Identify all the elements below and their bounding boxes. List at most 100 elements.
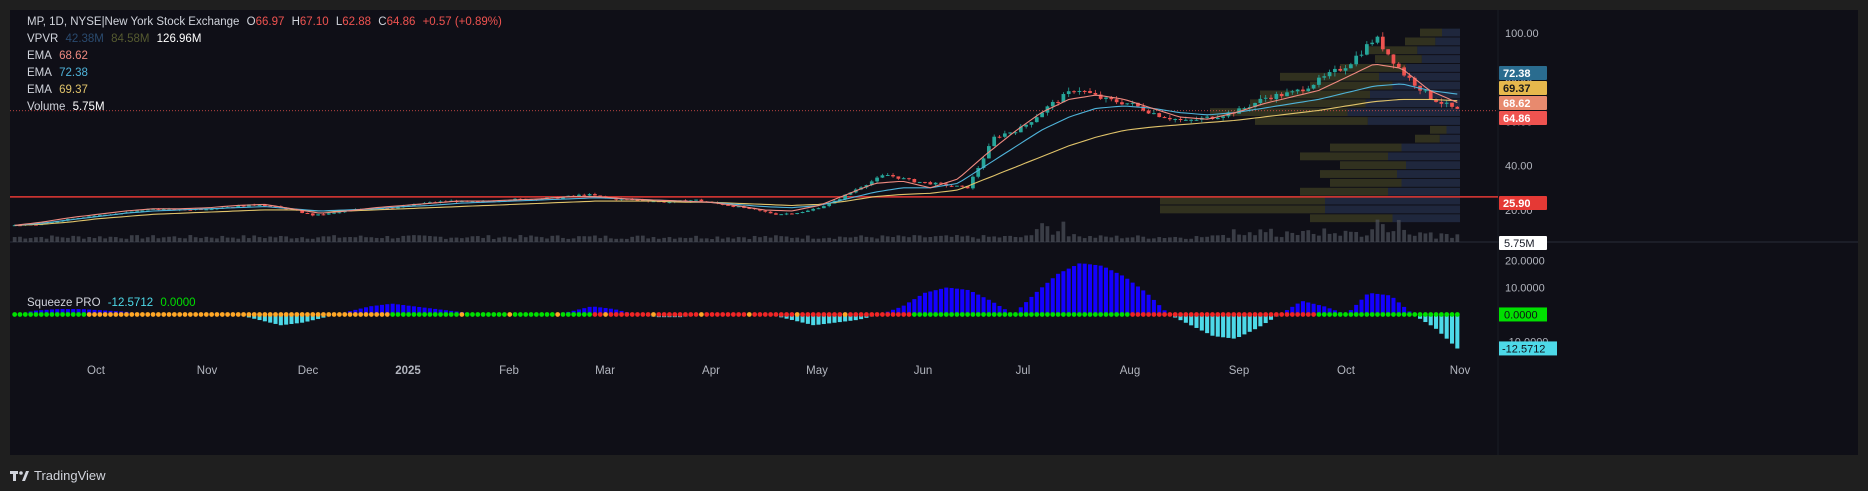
squeeze-dot — [986, 312, 992, 317]
volume-bar — [853, 236, 858, 242]
volume-bar — [816, 238, 821, 242]
squeeze-bar — [949, 288, 954, 315]
volume-bar — [1056, 231, 1060, 242]
volume-bar — [390, 238, 395, 242]
squeeze-dot — [736, 312, 742, 317]
ema-mid-legend[interactable]: EMA 72.38 — [27, 65, 92, 82]
brand-name[interactable]: TradingView — [34, 467, 106, 483]
squeeze-dot — [672, 312, 678, 317]
symbol-title[interactable]: MP, 1D, NYSE|New York Stock Exchange — [27, 16, 240, 28]
squeeze-bar — [1215, 314, 1220, 337]
volume-bar — [438, 236, 443, 242]
squeeze-bar — [369, 306, 374, 315]
squeeze-dot — [299, 312, 305, 317]
volume-bar — [39, 236, 44, 242]
squeeze-dot — [1337, 312, 1343, 317]
candle-body — [34, 224, 38, 226]
squeeze-dot — [544, 312, 550, 317]
chart-area[interactable]: 100.0080.0060.0040.0020.0072.3869.3768.6… — [10, 10, 1858, 455]
volume-bar — [252, 235, 257, 242]
squeeze-dot — [949, 312, 954, 317]
volume-bar — [545, 238, 549, 242]
squeeze-dot — [714, 312, 720, 317]
volume-bar — [236, 238, 241, 242]
volume-bar — [273, 237, 278, 242]
vpvr-legend[interactable]: VPVR 42.38M 84.58M 126.96M — [27, 31, 205, 48]
volume-bar — [1168, 237, 1172, 242]
volume-legend[interactable]: Volume 5.75M — [27, 99, 109, 116]
candle-body — [795, 213, 800, 215]
volume-profile-bar-up — [1370, 90, 1460, 99]
volume-bar — [1396, 219, 1401, 242]
volume-bar — [710, 238, 714, 242]
volume-bar — [1407, 234, 1412, 242]
volume-profile-bar-up — [1417, 46, 1460, 55]
squeeze-bar — [1157, 305, 1162, 315]
squeeze-dot — [86, 312, 92, 317]
volume-bar — [204, 236, 209, 242]
volume-bar — [428, 236, 432, 242]
chart-canvas[interactable]: 100.0080.0060.0040.0020.0072.3869.3768.6… — [10, 10, 1858, 455]
squeeze-dot — [683, 312, 688, 317]
candle-body — [561, 197, 565, 199]
volume-bar — [656, 238, 661, 242]
candle-body — [965, 186, 970, 189]
time-tick-label: Jul — [1016, 365, 1031, 377]
squeeze-bar — [284, 314, 289, 325]
volume-bar — [806, 235, 810, 242]
volume-bar — [523, 237, 528, 242]
squeeze-bar — [928, 291, 933, 315]
volume-bar — [66, 237, 70, 242]
squeeze-bar — [1194, 314, 1199, 328]
squeeze-dot — [1130, 312, 1135, 317]
squeeze-dot — [603, 312, 608, 317]
candle-body — [869, 181, 874, 186]
volume-bar — [1130, 237, 1135, 242]
squeeze-dot — [1045, 312, 1050, 317]
squeeze-dot — [257, 312, 262, 317]
candle-body — [1258, 98, 1263, 103]
squeeze-dot — [922, 312, 928, 317]
squeeze-dot — [528, 312, 534, 317]
squeeze-legend[interactable]: Squeeze PRO -12.5712 0.0000 — [27, 295, 200, 312]
squeeze-dot — [805, 312, 811, 317]
squeeze-bar — [1386, 295, 1391, 315]
tradingview-logo-icon[interactable] — [10, 467, 30, 483]
volume-bar — [800, 238, 805, 242]
volume-bar — [316, 237, 320, 242]
volume-bar — [912, 235, 917, 242]
candle-body — [1455, 106, 1460, 109]
volume-bar — [1402, 229, 1406, 242]
squeeze-dot — [688, 312, 694, 317]
squeeze-dot — [273, 312, 278, 317]
squeeze-dot — [768, 312, 773, 317]
high-value: 67.10 — [299, 16, 329, 28]
squeeze-dot — [1061, 312, 1066, 317]
volume-bar — [97, 236, 102, 242]
candle-body — [880, 175, 885, 178]
candle-body — [1061, 94, 1066, 103]
squeeze-bar — [1231, 314, 1236, 339]
squeeze-dot — [1220, 312, 1226, 317]
volume-bar — [1263, 232, 1268, 242]
volume-bar — [603, 235, 608, 242]
volume-bar — [268, 236, 273, 242]
volume-bar — [662, 237, 666, 242]
squeeze-bar — [837, 314, 842, 323]
volume-bar — [1247, 232, 1252, 242]
squeeze-dot — [965, 312, 970, 317]
squeeze-dot — [624, 312, 630, 317]
volume-bar — [1210, 235, 1215, 242]
volume-bar — [939, 235, 943, 242]
ema-fast-legend[interactable]: EMA 68.62 — [27, 48, 92, 65]
squeeze-dot — [619, 312, 624, 317]
squeeze-dot — [858, 312, 864, 317]
volume-bar — [348, 237, 352, 242]
candle-body — [640, 199, 645, 201]
squeeze-bar — [55, 309, 60, 315]
volume-bar — [1205, 236, 1209, 242]
squeeze-dot — [400, 312, 406, 317]
ema-slow-legend[interactable]: EMA 69.37 — [27, 82, 92, 99]
volume-bar — [1375, 219, 1380, 242]
squeeze-dot — [608, 312, 614, 317]
